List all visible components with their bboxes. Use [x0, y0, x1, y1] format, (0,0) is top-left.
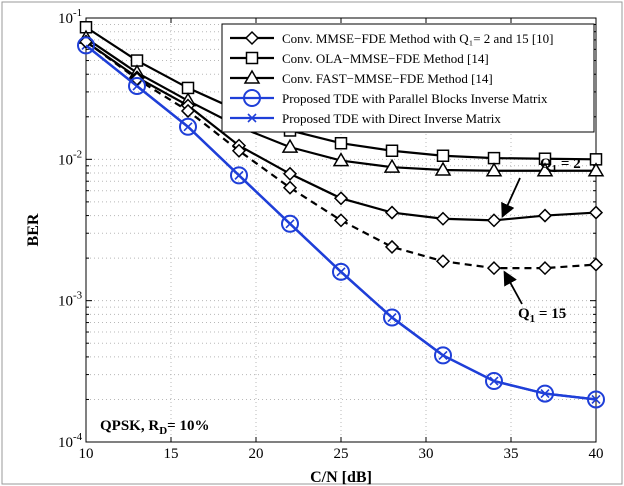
marker-diamond	[384, 205, 400, 220]
x-tick-label: 35	[504, 446, 519, 462]
axis-ticks: 10 15 20 25 30 35 40 10-4 10-3 10-2 10-1	[58, 7, 604, 462]
series-4	[77, 36, 605, 409]
marker-triangle	[536, 162, 554, 177]
annotation-q2: Q1 = 2	[540, 156, 581, 175]
y-tick-label: 10-4	[58, 431, 83, 451]
marker-square	[487, 151, 501, 165]
marker-diamond	[282, 166, 298, 181]
marker-circle	[128, 77, 146, 96]
y-tick-label: 10-1	[58, 7, 82, 27]
marker-square	[436, 149, 450, 163]
inset-label: QPSK, RD= 10%	[100, 418, 209, 437]
marker-square	[334, 136, 348, 150]
marker-diamond	[333, 213, 349, 228]
marker-triangle	[281, 138, 299, 153]
marker-diamond	[384, 239, 400, 254]
x-tick-label: 15	[164, 446, 179, 462]
marker-triangle	[332, 152, 350, 167]
x-tick-label: 25	[334, 446, 349, 462]
annotation-arrow-q15	[503, 270, 523, 305]
marker-circle	[587, 390, 605, 409]
y-tick-label: 10-3	[58, 290, 83, 310]
marker-diamond	[588, 205, 604, 220]
marker-circle	[281, 214, 299, 233]
x-tick-label: 30	[419, 446, 434, 462]
marker-circle	[179, 117, 197, 136]
x-tick-label: 40	[589, 446, 604, 462]
marker-circle	[230, 166, 248, 185]
x-tick-label: 20	[249, 446, 264, 462]
marker-diamond	[244, 30, 260, 46]
marker-circle	[243, 89, 261, 107]
marker-diamond	[588, 257, 604, 272]
marker-diamond	[537, 208, 553, 223]
marker-square	[385, 144, 399, 158]
marker-diamond	[435, 254, 451, 269]
marker-diamond	[282, 180, 298, 195]
marker-circle	[536, 384, 554, 403]
annotations: Q1 = 2 Q1 = 15 QPSK, RD= 10%	[100, 156, 581, 437]
marker-triangle	[587, 162, 605, 177]
legend-label: Conv. MMSE−FDE Method with Q₁= 2 and 15 …	[282, 31, 554, 46]
marker-circle	[383, 308, 401, 327]
marker-square	[181, 81, 195, 95]
series-line	[85, 44, 597, 401]
x-tick-label: 10	[79, 446, 94, 462]
marker-circle	[77, 36, 95, 55]
x-axis-label: C/N [dB]	[310, 469, 372, 486]
legend-label: Proposed TDE with Parallel Blocks Invers…	[282, 91, 548, 106]
annotation-arrow-q2	[501, 177, 521, 218]
marker-circle	[332, 262, 350, 281]
marker-diamond	[333, 191, 349, 206]
marker-diamond	[486, 213, 502, 228]
legend-label: Proposed TDE with Direct Inverse Matrix	[282, 111, 501, 126]
legend: Conv. MMSE−FDE Method with Q₁= 2 and 15 …	[221, 23, 595, 133]
marker-circle	[485, 372, 503, 391]
annotation-q15: Q1 = 15	[518, 306, 566, 325]
legend-label: Conv. FAST−MMSE−FDE Method [14]	[282, 71, 493, 86]
marker-diamond	[537, 261, 553, 276]
legend-box	[221, 23, 595, 133]
marker-diamond	[486, 261, 502, 276]
marker-triangle	[243, 69, 261, 84]
marker-triangle	[485, 162, 503, 177]
marker-x	[247, 113, 257, 123]
marker-diamond	[231, 143, 247, 158]
y-tick-label: 10-2	[58, 148, 82, 168]
y-axis-label: BER	[25, 213, 42, 246]
marker-triangle	[383, 158, 401, 173]
legend-label: Conv. OLA−MMSE−FDE Method [14]	[282, 51, 489, 66]
marker-circle	[434, 346, 452, 365]
marker-diamond	[435, 211, 451, 226]
marker-square	[245, 51, 259, 65]
marker-diamond	[180, 103, 196, 118]
marker-triangle	[434, 161, 452, 176]
